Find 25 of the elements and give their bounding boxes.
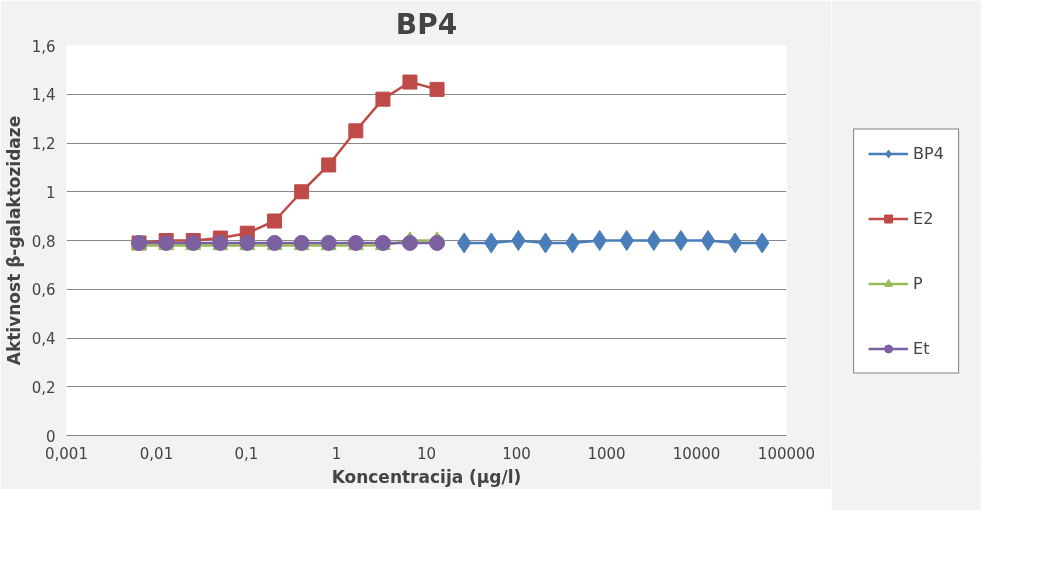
y-tick-label: 1,6	[31, 37, 56, 56]
legend-label: E2	[913, 208, 934, 228]
x-axis-title: Koncentracija (µg/l)	[331, 466, 522, 487]
y-tick-label: 0	[45, 427, 56, 446]
y-tick-label: 0,6	[31, 281, 56, 300]
x-tick-label: 0,001	[45, 444, 88, 463]
x-tick-label: 0,1	[234, 444, 259, 463]
y-tick-label: 1,4	[31, 86, 56, 105]
y-tick-label: 0,4	[31, 330, 56, 348]
x-tick-label: 0,01	[139, 444, 174, 463]
chart-title: BP4	[395, 7, 458, 41]
legend-label: Et	[913, 338, 931, 358]
legend-label: P	[913, 273, 924, 293]
x-tick-label: 1	[331, 444, 342, 463]
x-tick-label: 1000	[587, 444, 626, 463]
y-tick-label: 0,2	[31, 378, 56, 397]
legend-label: BP4	[913, 143, 944, 163]
y-tick-label: 1,2	[31, 135, 56, 153]
y-tick-label: 1	[45, 183, 56, 202]
x-tick-label: 10	[416, 444, 437, 463]
x-tick-label: 10000	[672, 444, 721, 463]
y-tick-label: 0,8	[31, 232, 56, 251]
x-tick-label: 100000	[757, 444, 816, 463]
y-axis-title: Aktivnost β-galaktozidaze	[3, 115, 24, 366]
x-tick-label: 100	[502, 444, 531, 463]
